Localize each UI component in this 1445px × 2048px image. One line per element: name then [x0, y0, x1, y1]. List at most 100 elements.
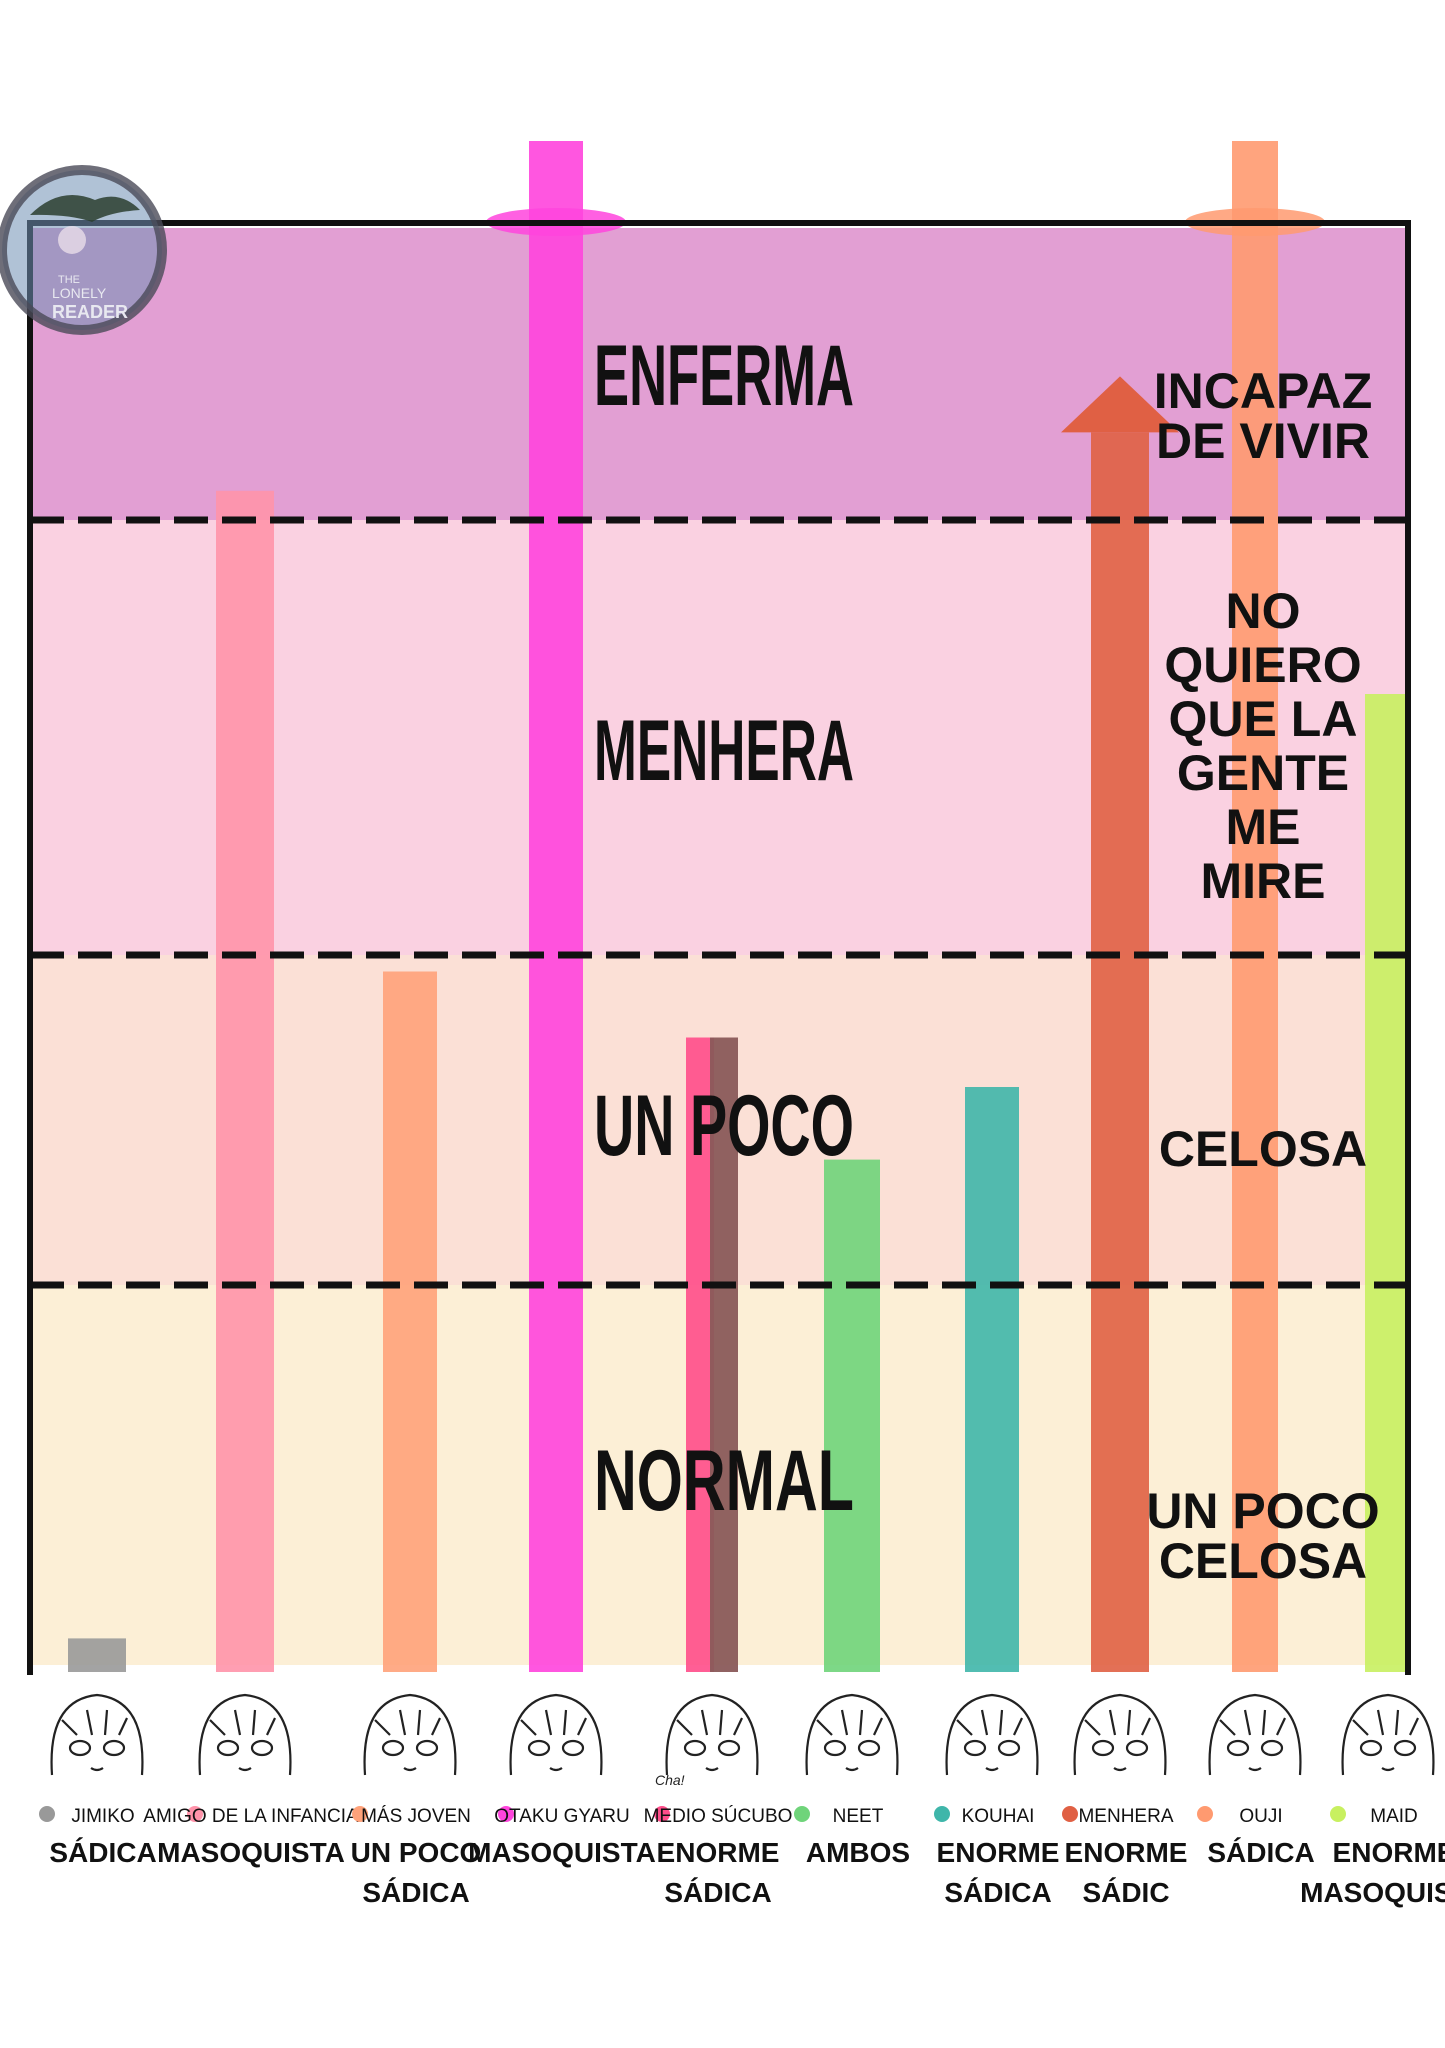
bar-3 [529, 141, 583, 1672]
face-extra-text: Cha! [655, 1772, 685, 1788]
face-3-mouth [549, 1767, 563, 1772]
bar-0 [68, 1638, 126, 1672]
face-3-bangs [520, 1709, 587, 1736]
bar-2 [383, 971, 437, 1672]
legend-marker-6 [934, 1806, 950, 1822]
zone-2-side-label-4: ME [1226, 799, 1301, 855]
character-face-8 [1208, 1693, 1302, 1776]
face-5-mouth [845, 1767, 859, 1772]
face-8-bangs [1219, 1709, 1286, 1736]
chart-frame [27, 220, 1411, 1675]
face-2-mouth [403, 1767, 417, 1772]
character-face-3 [509, 1693, 603, 1776]
face-6-left-eye [963, 1739, 987, 1757]
face-9-hair [1341, 1693, 1435, 1776]
zone-label-1: UN POCO [594, 1078, 854, 1174]
legend-marker-1 [187, 1806, 203, 1822]
category-value-8-line-0: SÁDICA [1207, 1837, 1314, 1868]
face-0-mouth [90, 1767, 104, 1772]
zone-label-0: NORMAL [594, 1433, 854, 1529]
zone-label-3: ENFERMA [594, 328, 854, 424]
category-value-3-line-0: MASOQUISTA [468, 1837, 656, 1868]
face-0-bangs [61, 1709, 128, 1736]
character-face-1 [198, 1693, 292, 1776]
face-7-left-eye [1091, 1739, 1115, 1757]
face-1-bangs [209, 1709, 276, 1736]
face-5-hair [805, 1693, 899, 1776]
face-2-hair [363, 1693, 457, 1776]
grid-layer [30, 516, 1408, 1289]
face-7-bangs [1084, 1709, 1151, 1736]
character-face-6 [945, 1693, 1039, 1776]
zone-3-side-label-1: DE VIVIR [1156, 413, 1370, 469]
category-name-1: AMIGO DE LA INFANCIA [143, 1806, 359, 1827]
zone-1-side-label-0: CELOSA [1159, 1121, 1367, 1177]
category-value-4-line-1: SÁDICA [664, 1877, 771, 1908]
category-value-0-line-0: SÁDICA [49, 1837, 156, 1868]
zone-3-band [30, 228, 1408, 520]
face-7-mouth [1113, 1767, 1127, 1772]
face-8-mouth [1248, 1767, 1262, 1772]
face-6-hair [945, 1693, 1039, 1776]
face-1-hair [198, 1693, 292, 1776]
bar-7-arrowhead [1061, 376, 1179, 433]
face-0-right-eye [102, 1739, 126, 1757]
face-4-mouth [705, 1767, 719, 1772]
category-name-7: MENHERA [1078, 1806, 1173, 1827]
bars-layer [68, 141, 1411, 1672]
watermark-line1: THE [58, 274, 80, 286]
face-8-left-eye [1226, 1739, 1250, 1757]
face-3-left-eye [527, 1739, 551, 1757]
category-value-9-line-0: ENORME [1333, 1837, 1445, 1868]
face-3-right-eye [561, 1739, 585, 1757]
face-8-right-eye [1260, 1739, 1284, 1757]
face-9-right-eye [1393, 1739, 1417, 1757]
category-name-5: NEET [833, 1806, 884, 1827]
face-5-right-eye [857, 1739, 881, 1757]
zone-2-side-label-2: QUE LA [1169, 691, 1358, 747]
category-labels-layer: JIMIKO SÁDICA AMIGO DE LA INFANCIA MASOQUIS… [39, 1805, 1445, 1908]
zone-label-2: MENHERA [594, 703, 854, 799]
category-name-9: MAID [1370, 1806, 1418, 1827]
character-face-5 [805, 1693, 899, 1776]
face-0-left-eye [68, 1739, 92, 1757]
face-8-hair [1208, 1693, 1302, 1776]
category-name-3: OTAKU GYARU [494, 1806, 629, 1827]
category-name-8: OUJI [1239, 1806, 1282, 1827]
watermark-line3: READER [52, 302, 128, 322]
category-value-2-line-0: UN POCO [351, 1837, 482, 1868]
face-6-bangs [956, 1709, 1023, 1736]
face-3-hair [509, 1693, 603, 1776]
bar-8 [1232, 141, 1278, 1672]
legend-marker-2 [352, 1806, 368, 1822]
category-name-4: MEDIO SÚCUBO [644, 1805, 793, 1827]
bar-1 [216, 490, 274, 1672]
bar-7 [1091, 432, 1149, 1672]
faces-layer: Cha! [50, 1693, 1435, 1788]
legend-marker-5 [794, 1806, 810, 1822]
face-4-hair [665, 1693, 759, 1776]
zone-3-side-label-0: INCAPAZ [1154, 363, 1373, 419]
bar-4 [686, 1037, 714, 1672]
face-1-mouth [238, 1767, 252, 1772]
character-face-9 [1341, 1693, 1435, 1776]
legend-marker-7 [1062, 1806, 1078, 1822]
bar-6 [965, 1087, 1019, 1672]
category-value-6-line-0: ENORME [937, 1837, 1060, 1868]
legend-marker-0 [39, 1806, 55, 1822]
watermark-logo: THE LONELY READER [0, 165, 167, 335]
category-name-2: MÁS JOVEN [361, 1806, 471, 1827]
character-face-7 [1073, 1693, 1167, 1776]
face-7-right-eye [1125, 1739, 1149, 1757]
legend-marker-4 [654, 1806, 670, 1822]
category-value-5-line-0: AMBOS [806, 1837, 910, 1868]
face-6-right-eye [997, 1739, 1021, 1757]
category-value-4-line-0: ENORME [657, 1837, 780, 1868]
category-name-0: JIMIKO [71, 1806, 134, 1827]
legend-marker-8 [1197, 1806, 1213, 1822]
face-2-left-eye [381, 1739, 405, 1757]
character-face-4 [665, 1693, 759, 1776]
face-4-left-eye [683, 1739, 707, 1757]
